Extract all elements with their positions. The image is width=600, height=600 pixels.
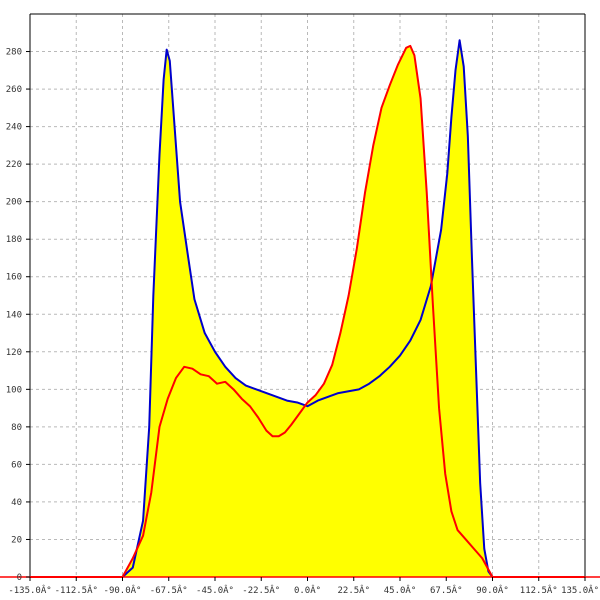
x-tick-label: 90.0Â°: [476, 584, 509, 596]
y-tick-label: 240: [6, 123, 22, 133]
x-tick-label: 22.5Â°: [337, 584, 370, 596]
y-tick-label: 40: [11, 498, 22, 508]
x-tick-label: 45.0Â°: [384, 584, 417, 596]
x-tick-label: -135.0Â°: [8, 584, 51, 596]
y-tick-label: 100: [6, 385, 22, 395]
y-tick-label: 200: [6, 198, 22, 208]
x-tick-label: -90.0Â°: [104, 584, 142, 596]
tick-labels: 0 20 40 60 80 100 120 140 160 180 200 220 240 260 280 -…: [6, 48, 599, 596]
y-tick-label: 60: [11, 460, 22, 470]
x-tick-label: -67.5Â°: [150, 584, 188, 596]
axis-layer: [0, 13, 600, 581]
fill-layer: [122, 40, 493, 577]
x-tick-label: 112.5Â°: [520, 584, 558, 596]
x-tick-label: 135.0Â°: [561, 584, 599, 596]
x-tick-label: 0.0Â°: [294, 584, 321, 596]
x-tick-label: -22.5Â°: [242, 584, 280, 596]
area-fill: [122, 40, 493, 577]
y-tick-label: 220: [6, 160, 22, 170]
y-tick-label: 80: [11, 423, 22, 433]
y-tick-label: 20: [11, 535, 22, 545]
x-tick-label: -112.5Â°: [55, 584, 98, 596]
y-tick-label: 260: [6, 85, 22, 95]
y-tick-label: 160: [6, 273, 22, 283]
y-tick-label: 180: [6, 235, 22, 245]
x-tick-label: 67.5Â°: [430, 584, 463, 596]
series-lines: [30, 39, 585, 578]
red-series-line: [30, 44, 585, 578]
blue-series-line: [30, 39, 585, 578]
y-tick-label: 120: [6, 348, 22, 358]
x-tick-label: -45.0Â°: [196, 584, 234, 596]
y-tick-label: 0: [17, 573, 22, 583]
y-tick-label: 140: [6, 310, 22, 320]
y-tick-label: 280: [6, 48, 22, 58]
